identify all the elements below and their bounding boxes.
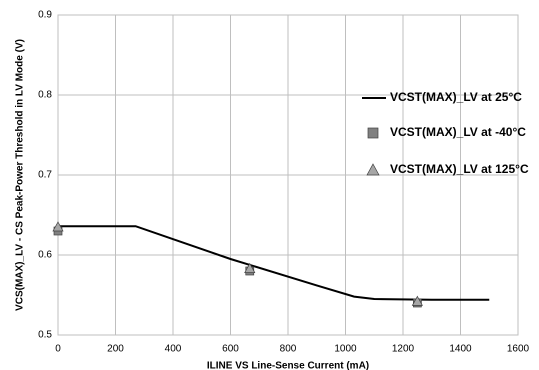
x-tick-label: 1200 [392,344,415,355]
x-axis-label: ILINE VS Line-Sense Current (mA) [207,361,369,370]
y-tick-label: 0.5 [38,330,52,341]
y-axis-label: VCS(MAX)_LV - CS Peak-Power Threshold in… [15,39,26,311]
marker [52,221,64,232]
x-tick-label: 600 [222,344,239,355]
x-tick-label: 200 [107,344,124,355]
x-tick-label: 1000 [334,344,357,355]
legend-label: VCST(MAX)_LV at 125°C [390,162,529,176]
marker [411,295,423,306]
x-tick-label: 1600 [507,344,530,355]
legend-swatch [366,163,380,176]
y-tick-label: 0.9 [38,10,52,21]
legend-label: VCST(MAX)_LV at 25°C [390,90,522,104]
y-tick-label: 0.8 [38,90,52,101]
x-tick-label: 400 [165,344,182,355]
x-tick-label: 1400 [449,344,472,355]
x-tick-label: 0 [55,344,61,355]
legend-label: VCST(MAX)_LV at -40°C [390,125,526,139]
legend-swatch [367,127,379,139]
plot-border [57,14,519,336]
y-tick-label: 0.7 [38,170,52,181]
y-tick-label: 0.6 [38,250,52,261]
marker [244,262,256,273]
line [58,225,490,301]
x-tick-label: 800 [280,344,297,355]
